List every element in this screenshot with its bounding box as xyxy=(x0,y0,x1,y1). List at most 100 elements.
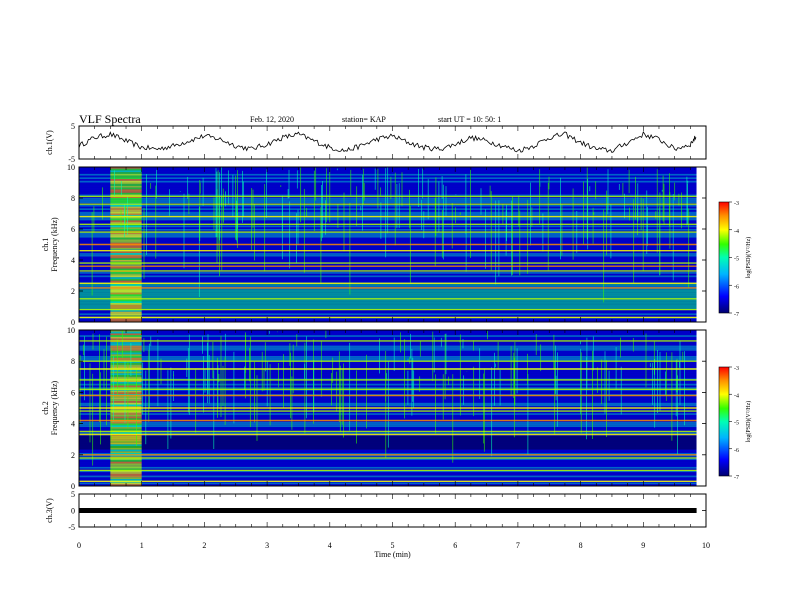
ch2-spectrogram-burst-cell xyxy=(110,392,142,395)
ch2-spectrogram-burst-cell xyxy=(110,442,142,445)
ch2-spectrogram-burst-cell xyxy=(110,458,142,460)
ch2-spectrogram-burst-cell xyxy=(110,371,142,374)
ch2-spectrogram-band xyxy=(79,336,697,339)
ch2-spectrogram-burst-cell xyxy=(110,357,142,360)
ch2-spectrogram-band xyxy=(79,383,697,386)
ch1-spectrogram-burst-cell xyxy=(110,304,142,307)
ch1-spectrogram-burst-cell xyxy=(110,184,142,186)
time-tick-label: 2 xyxy=(202,541,206,550)
time-tick-label: 1 xyxy=(140,541,144,550)
ch1-spectrogram-burst-cell xyxy=(110,301,142,304)
ch2-spectrogram-band xyxy=(79,335,697,337)
ch1-waveform-ytick-label: -5 xyxy=(68,155,75,164)
ch1-spectrogram-burst-cell xyxy=(110,235,142,238)
ch1-spectrogram-band xyxy=(79,273,697,276)
ch1-spectrogram-band xyxy=(79,260,697,262)
ch1-spectrogram-burst-cell xyxy=(110,272,142,274)
ch1-spectrogram-band xyxy=(79,318,697,321)
ch2-spectrogram-burst-cell xyxy=(110,390,142,393)
ch2-spectrogram-burst-cell xyxy=(110,382,142,384)
ch2-spectrogram-band xyxy=(79,437,697,440)
ch3-waveform-ytick-label: 0 xyxy=(71,507,75,516)
ch1-spectrogram-burst-cell xyxy=(110,247,142,250)
ch1-spectrogram-burst-cell xyxy=(110,289,142,291)
ch2-spectrogram-burst-cell xyxy=(110,428,142,431)
ch1-spectrogram-cells xyxy=(79,167,706,322)
ch2-spectrogram-band xyxy=(79,466,697,469)
ch2-spectrogram-burst-cell xyxy=(110,444,142,447)
ch2-spectrogram-band xyxy=(79,347,697,350)
ch1-spectrogram-burst-cell xyxy=(110,211,142,214)
ch2-spectrogram-band xyxy=(79,472,697,474)
ch1-colorbar: -3 -4 -5 -6 -7 log(PSD)(V²/Hz) xyxy=(718,201,752,318)
ch2-spectrogram-burst-cell xyxy=(110,345,142,348)
ch2-spectrogram-band xyxy=(79,392,697,395)
ch2-spectrogram-burst-cell xyxy=(110,461,142,464)
ch2-spectrogram-burst-cell xyxy=(110,342,142,344)
time-tick-label: 0 xyxy=(77,541,81,550)
ch2-spectrogram-band xyxy=(79,416,697,419)
ch1-spectrogram-band xyxy=(79,309,697,312)
ch2-spectrogram-band xyxy=(79,371,697,374)
ch1-spectrogram-burst-cell xyxy=(110,206,142,209)
ch1-spectrogram-burst-cell xyxy=(110,306,142,309)
ch2-spectrogram-band xyxy=(79,376,697,379)
ch2-spectrogram-band xyxy=(79,458,697,460)
ch1-spectrogram-band xyxy=(79,263,697,266)
ch1-spectrogram-burst-cell xyxy=(110,237,142,240)
ch2-spectrogram-band xyxy=(79,449,697,452)
ch2-spectrogram-band xyxy=(79,435,697,438)
ch2-spectrogram-burst-cell xyxy=(110,475,142,478)
ch1-spectrogram-burst-cell xyxy=(110,187,142,190)
ch2-spectrogram-band xyxy=(79,356,697,358)
ch1-spectrogram-burst-cell xyxy=(110,194,142,197)
ch2-spectrogram-colorbar-scale xyxy=(718,366,730,477)
ch2-spectrogram-band xyxy=(79,380,697,382)
ch1-spectrogram-band xyxy=(79,303,697,305)
ch1-spectrogram-burst-cell xyxy=(110,208,142,211)
ch1-spectrogram-burst-cell xyxy=(110,273,142,276)
ch2-spectrogram-burst-cell xyxy=(110,479,142,481)
ch1-spectrogram-band xyxy=(79,239,697,242)
ch1-spectrogram-burst-cell xyxy=(110,256,142,259)
ch2-spectrogram-burst-cell xyxy=(110,411,142,414)
ch2-spectrogram-ytick-label: 6 xyxy=(71,388,75,397)
ch1-spectrogram-burst-cell xyxy=(110,263,142,266)
ch1-spectrogram-ytick-label: 6 xyxy=(71,225,75,234)
ch1-spectrogram-burst-cell xyxy=(110,275,142,278)
time-tick-label: 10 xyxy=(702,541,710,550)
ch1-spectrogram-band xyxy=(79,291,697,293)
ch2-spectrogram-band xyxy=(79,484,697,486)
ch1-spectrogram-band xyxy=(79,253,697,255)
ch2-spectrogram-band xyxy=(79,330,697,332)
ch2-spectrogram-burst-cell xyxy=(110,435,142,438)
ch1-spectrogram-band xyxy=(79,313,697,316)
ch1-spectrogram-ylabel: ch.1 xyxy=(41,238,50,252)
ch2-spectrogram-band xyxy=(79,460,697,462)
ch1-spectrogram-band xyxy=(79,311,697,314)
ch1-spectrogram-tones xyxy=(79,195,697,319)
ch2-spectrogram-band xyxy=(79,333,697,336)
figure-title: VLF Spectra xyxy=(79,112,141,126)
ch3-waveform-ytick-label: -5 xyxy=(68,523,75,532)
ch1-spectrogram-burst-cell xyxy=(110,196,142,198)
ch1-spectrogram-nodata xyxy=(696,167,706,322)
ch2-spectrogram-band xyxy=(79,468,697,471)
ch1-spectrogram-burst-cell xyxy=(110,313,142,316)
ch2-spectrogram-burst-cell xyxy=(110,349,142,351)
time-tick-label: 6 xyxy=(453,541,457,550)
ch2-spectrogram-ytick-label: 2 xyxy=(71,451,75,460)
ch2-spectrogram-burst-cell xyxy=(110,440,142,443)
ch2-spectrogram-band xyxy=(79,354,697,356)
ch2-spectrogram-band xyxy=(79,404,697,407)
ch2-spectrogram-band xyxy=(79,401,697,403)
ch2-spectrogram-burst-cell xyxy=(110,387,142,389)
ch2-spectrogram-burst-cell xyxy=(110,366,142,369)
ch1-spectrogram-burst-cell xyxy=(110,254,142,257)
ch1-spectrogram-burst-cell xyxy=(110,182,142,185)
ch2-spectrogram-burst-cell xyxy=(110,439,142,441)
ch1-spectrogram-ytick-label: 0 xyxy=(71,318,75,327)
ch2-spectrogram-band xyxy=(79,343,697,346)
ch1-waveform-ytick-label: 5 xyxy=(71,122,75,131)
ch1-spectrogram-burst-cell xyxy=(110,299,142,302)
